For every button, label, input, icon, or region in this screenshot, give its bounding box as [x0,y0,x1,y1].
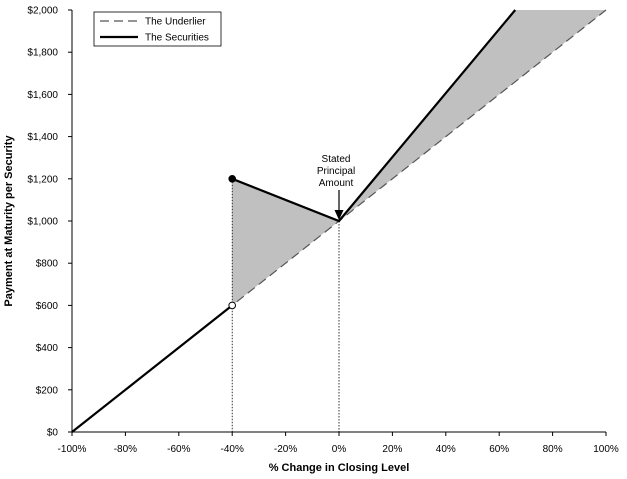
y-tick-label: $1,000 [27,217,58,228]
annotation-line-2: Principal [317,166,355,177]
x-tick-label: -20% [274,444,297,455]
x-tick-label: -80% [114,444,137,455]
y-tick-label: $2,000 [27,6,58,17]
y-tick-label: $200 [36,385,59,396]
legend-label-underlier: The Underlier [145,17,206,28]
legend-label-securities: The Securities [145,33,209,44]
y-axis-ticks: $0 $200 $400 $600 $800 $1,000 $1,200 $1,400 $1,6… [27,6,72,439]
series-line-securities-upper [231,9,517,223]
y-tick-label: $800 [36,259,59,270]
x-tick-label: -100% [58,444,87,455]
x-tick-label: 20% [382,444,402,455]
x-axis-ticks: -100% -80% -60% -40% -20% 0% 20% 40% 60% 80% 100% [58,432,619,455]
x-tick-label: -60% [167,444,190,455]
x-tick-label: 0% [332,444,347,455]
x-tick-label: 40% [436,444,456,455]
annotation-line-3: Amount [319,178,354,189]
legend-box [93,11,222,47]
y-axis-label: Payment at Maturity per Security [3,135,15,307]
y-tick-label: $600 [36,301,59,312]
x-axis-label: % Change in Closing Level [269,462,410,474]
series-line-securities-lower [71,304,233,433]
annotation-arrow-head [334,210,344,220]
x-tick-label: -40% [221,444,244,455]
legend: The Underlier The Securities [93,11,222,47]
marker-open [228,301,236,310]
annotation-line-1: Stated [322,154,351,165]
point-markers [228,175,236,310]
y-tick-label: $1,400 [27,132,58,143]
shaded-region-buffer [232,178,339,306]
stated-principal-annotation: Stated Principal Amount [317,154,355,220]
y-tick-label: $1,600 [27,90,58,101]
x-tick-label: 80% [543,444,563,455]
y-tick-label: $400 [36,343,59,354]
series-lines [71,9,607,433]
x-tick-label: 60% [489,444,509,455]
x-tick-label: 100% [593,444,619,455]
y-tick-label: $0 [47,428,59,439]
y-tick-label: $1,200 [27,174,58,185]
marker-filled [228,175,236,183]
y-tick-label: $1,800 [27,48,58,59]
